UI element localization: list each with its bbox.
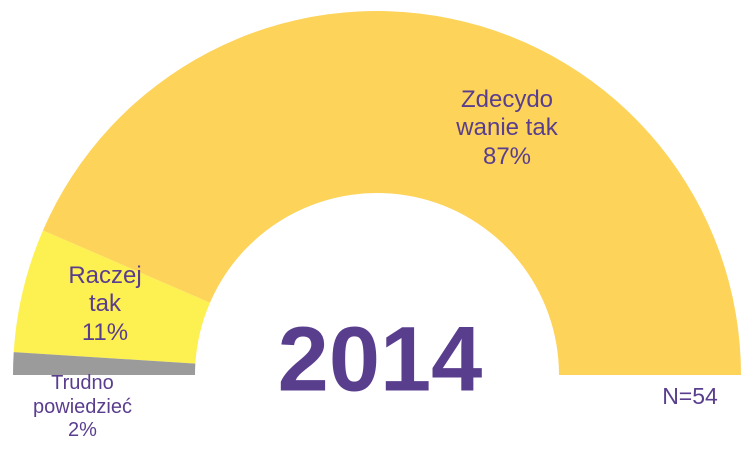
segment-label: Raczej tak 11%	[60, 262, 150, 347]
segment	[13, 230, 210, 364]
category-label: Zdecydo wanie tak	[456, 86, 558, 142]
value-label: 11%	[81, 318, 129, 346]
segment	[13, 352, 196, 375]
segment-label: Trudno powiedzieć 2%	[25, 372, 140, 443]
category-label: Raczej tak	[68, 262, 142, 318]
chart-title: 2014	[278, 308, 483, 410]
annotation: N=54	[662, 383, 718, 409]
segment	[42, 10, 742, 375]
value-label: 2%	[68, 419, 97, 442]
value-label: 87%	[482, 142, 532, 170]
segment-label: Zdecydo wanie tak 87%	[442, 86, 572, 171]
category-label: Trudno powiedzieć	[33, 372, 132, 418]
